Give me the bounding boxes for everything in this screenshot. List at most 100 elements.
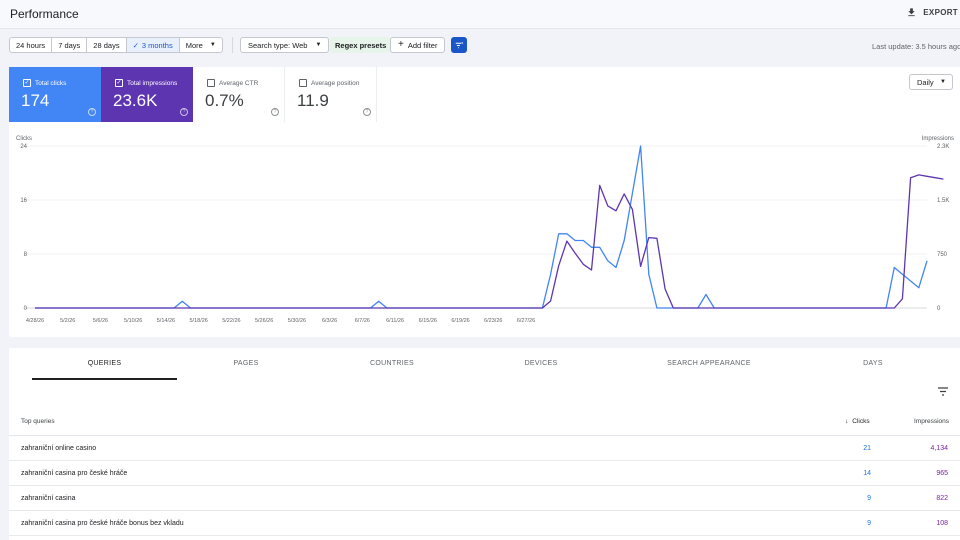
x-tick-label: 5/30/26 [288,318,306,324]
impressions-cell: 4,134 [930,445,948,452]
left-axis-title: Clicks [16,136,32,142]
query-cell: zahraniční casina [21,495,76,502]
top-bar: Performance EXPORT [0,0,960,29]
impressions-cell: 965 [936,470,948,477]
sort-descending-icon: ↓ [845,418,849,425]
right-tick-label: 2.3K [937,144,949,150]
range-7-days[interactable]: 7 days [52,38,88,52]
x-tick-label: 6/7/26 [355,318,370,324]
column-header-clicks[interactable]: ↓ Clicks [845,418,870,425]
x-tick-label: 5/26/26 [255,318,273,324]
filter-rows-icon[interactable] [938,387,948,396]
x-tick-label: 5/18/26 [189,318,207,324]
range-3-months-label: 3 months [141,40,173,50]
metric-total-impressions[interactable]: ✓ Total impressions 23.6K ? [101,67,193,122]
query-cell: zahraniční casina pro české hráče bonus … [21,520,184,527]
x-tick-label: 6/15/26 [419,318,437,324]
add-filter-label: Add filter [407,40,438,50]
tab-countries[interactable]: COUNTRIES [370,360,414,367]
granularity-label: Daily [917,77,934,87]
metric-value: 11.9 [297,91,329,110]
range-28-days[interactable]: 28 days [87,38,127,52]
dimension-tabs: QUERIES PAGES COUNTRIES DEVICES SEARCH A… [9,348,960,381]
query-cell: zahraniční online casino [21,445,97,452]
checkbox-unchecked-icon [299,79,307,87]
x-tick-label: 6/27/26 [517,318,535,324]
right-axis-title: Impressions [922,136,954,142]
download-icon [908,8,916,17]
metric-average-ctr[interactable]: Average CTR 0.7% ? [193,67,285,122]
date-range-selector: 24 hours 7 days 28 days ✓ 3 months More … [9,37,223,53]
more-ranges-button[interactable]: More ▼ [180,38,222,52]
clicks-series-line [35,145,928,309]
clicks-cell: 14 [863,470,871,477]
metric-value: 174 [21,91,50,110]
search-type-filter[interactable]: Search type: Web ▼ [240,37,330,53]
range-24-hours[interactable]: 24 hours [10,38,53,52]
results-card: QUERIES PAGES COUNTRIES DEVICES SEARCH A… [9,348,960,540]
tab-pages[interactable]: PAGES [233,360,259,367]
last-update-text: Last update: 3.5 hours ago [872,42,960,51]
help-icon[interactable]: ? [363,108,371,116]
x-tick-label: 5/22/26 [222,318,240,324]
impressions-cell: 108 [936,520,948,527]
tab-devices[interactable]: DEVICES [524,360,558,367]
checkbox-checked-icon: ✓ [115,79,123,87]
x-tick-label: 5/2/26 [60,318,75,324]
range-3-months[interactable]: ✓ 3 months [126,38,180,52]
tab-search-appearance[interactable]: SEARCH APPEARANCE [667,360,751,367]
right-tick-label: 0 [937,306,941,312]
impressions-cell: 822 [936,495,948,502]
performance-chart-card: ✓ Total clicks 174 ? ✓ Total impressions 2… [9,67,960,337]
x-tick-label: 6/11/26 [386,318,404,324]
clicks-cell: 9 [867,520,871,527]
checkbox-checked-icon: ✓ [23,79,31,87]
dropdown-arrow-icon: ▼ [315,42,322,48]
metric-label: Total impressions [127,79,178,87]
metric-label: Total clicks [35,79,67,87]
left-tick-label: 24 [20,144,27,150]
x-tick-label: 5/10/26 [124,318,142,324]
regex-presets-button[interactable]: Regex presets [330,37,392,53]
table-row[interactable]: zahraniční casina 9 822 [9,486,960,511]
tab-queries[interactable]: QUERIES [87,360,122,367]
table-row[interactable]: zahraniční online casino 21 4,134 [9,436,960,461]
export-label: EXPORT [923,8,958,17]
table-row[interactable]: zahraniční casina pro české hráče 14 965 [9,461,960,486]
metric-value: 23.6K [113,91,158,110]
add-filter-button[interactable]: + Add filter [390,37,446,53]
divider [232,37,233,53]
x-tick-label: 5/14/26 [157,318,175,324]
search-type-label: Search type: Web [248,40,308,50]
dropdown-arrow-icon: ▼ [209,42,216,48]
table-header: Top queries ↓ Clicks Impressions [9,408,960,436]
check-icon: ✓ [132,40,139,50]
x-tick-label: 4/28/26 [26,318,44,324]
sparkle-filter-icon [455,41,463,48]
ai-filter-button[interactable] [451,37,467,53]
metric-total-clicks[interactable]: ✓ Total clicks 174 ? [9,67,101,122]
filter-bar: 24 hours 7 days 28 days ✓ 3 months More … [0,29,960,62]
x-tick-label: 6/3/26 [322,318,337,324]
metric-average-position[interactable]: Average position 11.9 ? [285,67,377,122]
left-tick-label: 16 [20,198,27,204]
active-tab-indicator [32,378,177,380]
tab-days[interactable]: DAYS [863,360,883,367]
help-icon[interactable]: ? [180,108,188,116]
x-tick-label: 6/23/26 [484,318,502,324]
clicks-cell: 21 [863,445,871,452]
export-button[interactable]: EXPORT [906,7,958,18]
plus-icon: + [398,39,404,50]
page-title: Performance [10,7,79,21]
table-row[interactable]: zahraniční casina pro české hráče bonus … [9,511,960,536]
help-icon[interactable]: ? [271,108,279,116]
left-tick-label: 8 [24,252,28,258]
column-header-impressions[interactable]: Impressions [914,418,950,425]
clicks-header-label: Clicks [852,418,870,425]
x-tick-label: 5/6/26 [93,318,108,324]
help-icon[interactable]: ? [88,108,96,116]
performance-line-chart: Clicks Impressions 24 2.3K 16 1.5K 8 750 0 0 4/28/… [16,136,954,324]
metric-label: Average CTR [219,79,259,87]
column-header-query: Top queries [21,418,55,425]
granularity-select[interactable]: Daily ▼ [909,74,953,90]
